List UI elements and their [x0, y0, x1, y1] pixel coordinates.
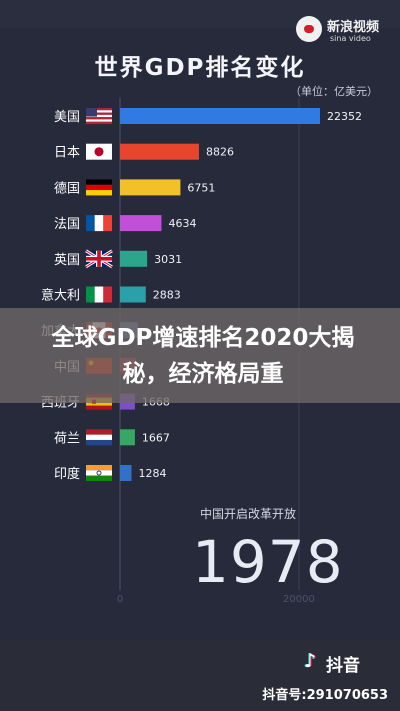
year-display: 1978: [192, 528, 344, 596]
value-label: 1284: [138, 467, 166, 480]
japan-flag-icon: [86, 143, 112, 160]
value-label: 2883: [153, 289, 181, 302]
sina-eye-icon: [296, 16, 322, 42]
logo-text: 新浪视频: [327, 20, 380, 35]
unit-label: （单位：亿美元）: [290, 85, 378, 98]
country-label: 英国: [54, 253, 80, 268]
gdp-bar: [120, 179, 181, 196]
headline-banner: 全球GDP增速排名2020大揭秘，经济格局重: [0, 308, 400, 403]
country-label: 日本: [54, 146, 80, 161]
value-label: 6751: [187, 181, 215, 194]
x-tick-label: 20000: [283, 594, 315, 605]
country-label: 印度: [54, 466, 80, 482]
gdp-bar: [120, 143, 199, 160]
gdp-bar: [120, 286, 146, 303]
country-label: 法国: [54, 217, 80, 232]
top-strip: [0, 0, 400, 28]
value-label: 3031: [154, 253, 182, 266]
italy-flag-icon: [86, 286, 112, 303]
headline-text: 全球GDP增速排名2020大揭秘，经济格局重: [51, 325, 355, 387]
gdp-bar: [120, 429, 135, 446]
milestone-caption: 中国开启改革开放: [200, 507, 297, 521]
gdp-bar: [120, 465, 132, 481]
gdp-bar: [120, 250, 148, 267]
country-label: 荷兰: [54, 431, 80, 446]
us-flag-icon: [86, 108, 112, 125]
value-label: 1667: [142, 431, 170, 444]
chart-title: 世界GDP排名变化: [94, 55, 306, 81]
logo-subtext: sina video: [330, 34, 371, 43]
douyin-account: 抖音号:291070653: [262, 688, 388, 703]
bottom-bar: [0, 640, 400, 711]
value-label: 8826: [206, 146, 234, 159]
country-label: 美国: [54, 110, 80, 125]
country-label: 意大利: [41, 288, 80, 304]
gdp-bar: [120, 108, 320, 124]
india-flag-icon: [86, 465, 112, 481]
france-flag-icon: [86, 215, 112, 232]
value-label: 4634: [168, 217, 196, 230]
douyin-note-icon: ♪: [304, 650, 317, 672]
gdp-bar: [120, 215, 162, 232]
value-label: 22352: [327, 110, 362, 123]
netherlands-flag-icon: [86, 429, 112, 446]
sina-video-logo: 新浪视频 sina video: [296, 14, 388, 48]
germany-flag-icon: [86, 179, 112, 196]
douyin-app-name: 抖音: [326, 656, 360, 676]
x-tick-label: 0: [117, 594, 123, 605]
country-label: 德国: [54, 181, 80, 196]
uk-flag-icon: [85, 249, 113, 269]
